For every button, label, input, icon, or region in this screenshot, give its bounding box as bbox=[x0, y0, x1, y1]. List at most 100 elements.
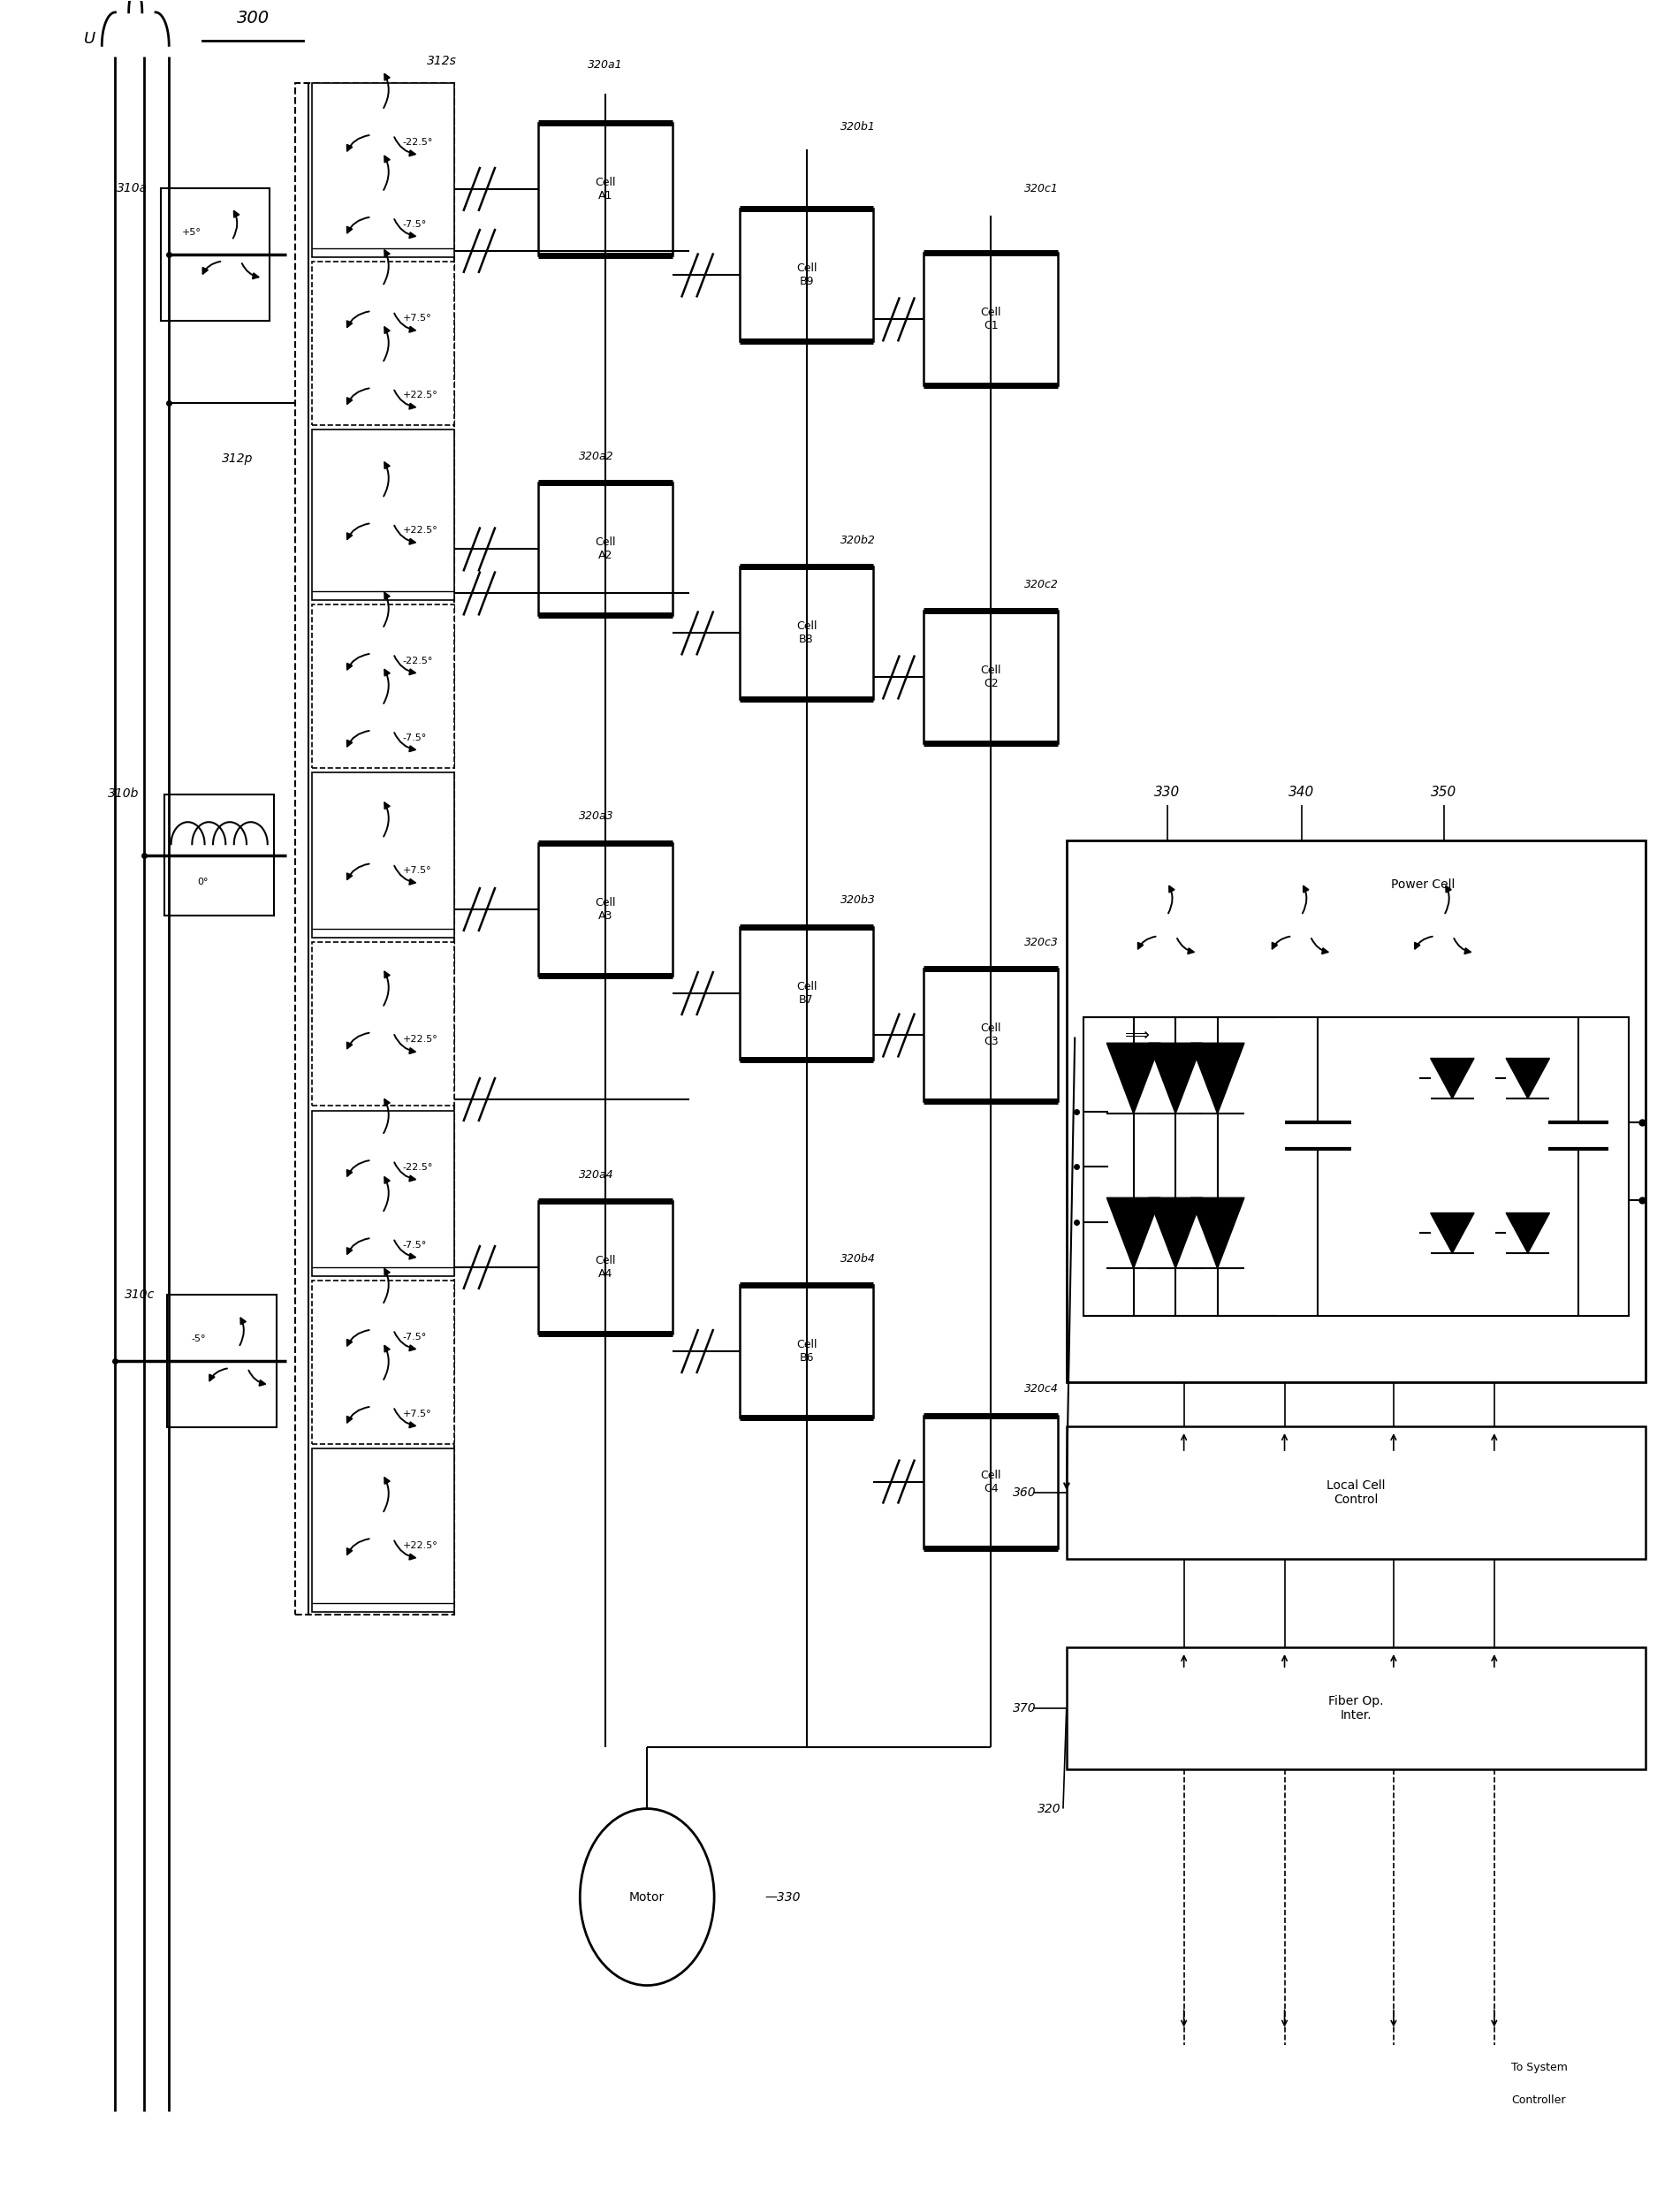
Text: To System: To System bbox=[1510, 2062, 1567, 2073]
Polygon shape bbox=[1107, 1197, 1161, 1267]
Text: Cell
C2: Cell C2 bbox=[981, 666, 1001, 690]
Bar bbox=[165, 794, 274, 916]
Text: 0°: 0° bbox=[197, 878, 208, 887]
Text: 320a1: 320a1 bbox=[588, 60, 623, 71]
Bar bbox=[924, 252, 1058, 385]
Text: +7.5°: +7.5° bbox=[403, 1409, 432, 1418]
Polygon shape bbox=[1505, 1212, 1549, 1254]
Bar bbox=[924, 611, 1058, 743]
Text: 370: 370 bbox=[1013, 1701, 1037, 1714]
Text: 312p: 312p bbox=[222, 453, 254, 465]
Bar bbox=[538, 122, 672, 254]
Text: +5°: +5° bbox=[181, 228, 202, 237]
Polygon shape bbox=[1505, 1057, 1549, 1099]
Text: -7.5°: -7.5° bbox=[403, 1241, 427, 1250]
Text: -5°: -5° bbox=[192, 1334, 207, 1343]
Text: Cell
B7: Cell B7 bbox=[796, 980, 816, 1006]
Text: 300: 300 bbox=[237, 11, 269, 27]
Text: Motor: Motor bbox=[630, 1891, 665, 1902]
Text: 320: 320 bbox=[1038, 1803, 1062, 1814]
Bar bbox=[311, 84, 454, 257]
Bar bbox=[168, 1294, 276, 1427]
Text: +22.5°: +22.5° bbox=[403, 526, 438, 535]
Text: 320c1: 320c1 bbox=[1025, 184, 1058, 195]
Text: Cell
A1: Cell A1 bbox=[595, 177, 615, 201]
Text: 320b3: 320b3 bbox=[840, 896, 875, 907]
Text: 340: 340 bbox=[1289, 785, 1314, 799]
Bar bbox=[1067, 1427, 1645, 1559]
Text: 320c4: 320c4 bbox=[1025, 1382, 1058, 1394]
Text: +22.5°: +22.5° bbox=[403, 1035, 438, 1044]
Bar bbox=[311, 429, 454, 599]
Polygon shape bbox=[1149, 1197, 1203, 1267]
Text: Cell
A2: Cell A2 bbox=[595, 538, 615, 562]
Text: Cell
B6: Cell B6 bbox=[796, 1338, 816, 1363]
Bar bbox=[311, 604, 454, 768]
Text: 320c2: 320c2 bbox=[1025, 580, 1058, 591]
Polygon shape bbox=[1430, 1212, 1473, 1254]
Text: +22.5°: +22.5° bbox=[403, 1542, 438, 1551]
Bar bbox=[1067, 841, 1645, 1382]
Bar bbox=[739, 566, 874, 699]
Text: 350: 350 bbox=[1431, 785, 1457, 799]
Bar bbox=[311, 1449, 454, 1613]
Bar bbox=[311, 1281, 454, 1444]
Text: Cell
A4: Cell A4 bbox=[595, 1254, 615, 1281]
Text: -22.5°: -22.5° bbox=[403, 1164, 433, 1172]
Text: —330: —330 bbox=[764, 1891, 800, 1902]
Text: -7.5°: -7.5° bbox=[403, 1332, 427, 1340]
Text: -7.5°: -7.5° bbox=[403, 732, 427, 741]
Text: 320c3: 320c3 bbox=[1025, 936, 1058, 949]
Text: Cell
C1: Cell C1 bbox=[981, 307, 1001, 332]
Text: -22.5°: -22.5° bbox=[403, 657, 433, 666]
Text: 310a: 310a bbox=[118, 181, 148, 195]
Polygon shape bbox=[1149, 1044, 1203, 1113]
Text: Fiber Op.
Inter.: Fiber Op. Inter. bbox=[1329, 1694, 1383, 1721]
Bar bbox=[739, 927, 874, 1060]
Text: Local Cell
Control: Local Cell Control bbox=[1327, 1480, 1386, 1506]
Bar bbox=[739, 208, 874, 341]
Text: 330: 330 bbox=[1154, 785, 1179, 799]
Bar bbox=[311, 1110, 454, 1276]
Text: +22.5°: +22.5° bbox=[403, 392, 438, 400]
Text: -7.5°: -7.5° bbox=[403, 219, 427, 228]
Text: 320b4: 320b4 bbox=[840, 1252, 875, 1265]
Text: +7.5°: +7.5° bbox=[403, 867, 432, 876]
Bar bbox=[311, 261, 454, 425]
Text: 320b1: 320b1 bbox=[840, 122, 875, 133]
Text: +7.5°: +7.5° bbox=[403, 314, 432, 323]
Bar bbox=[924, 969, 1058, 1102]
Bar bbox=[538, 482, 672, 615]
Polygon shape bbox=[1191, 1197, 1245, 1267]
Text: Cell
C3: Cell C3 bbox=[981, 1022, 1001, 1048]
Text: 320b2: 320b2 bbox=[840, 535, 875, 546]
Bar bbox=[161, 188, 269, 321]
Bar bbox=[924, 1416, 1058, 1548]
Text: 310b: 310b bbox=[108, 787, 139, 799]
Text: 320a4: 320a4 bbox=[580, 1168, 615, 1181]
Bar bbox=[294, 84, 454, 1615]
Text: ⟹: ⟹ bbox=[1126, 1026, 1149, 1044]
Bar bbox=[1067, 1648, 1645, 1770]
Polygon shape bbox=[1191, 1044, 1245, 1113]
Bar bbox=[1084, 1018, 1628, 1316]
Bar bbox=[538, 1201, 672, 1334]
Text: 320a2: 320a2 bbox=[580, 451, 615, 462]
Text: Controller: Controller bbox=[1510, 2095, 1566, 2106]
Text: Cell
B9: Cell B9 bbox=[796, 263, 816, 288]
Text: 360: 360 bbox=[1013, 1486, 1037, 1500]
Text: -22.5°: -22.5° bbox=[403, 137, 433, 146]
Bar bbox=[311, 772, 454, 938]
Text: U: U bbox=[84, 31, 96, 46]
Bar bbox=[311, 942, 454, 1106]
Text: Cell
C4: Cell C4 bbox=[981, 1469, 1001, 1493]
Bar bbox=[739, 1285, 874, 1418]
Polygon shape bbox=[1430, 1057, 1473, 1099]
Text: 320a3: 320a3 bbox=[580, 812, 615, 823]
Text: 312s: 312s bbox=[427, 55, 457, 66]
Text: 310c: 310c bbox=[124, 1290, 155, 1301]
Polygon shape bbox=[1107, 1044, 1161, 1113]
Text: Cell
A3: Cell A3 bbox=[595, 898, 615, 922]
Text: Power Cell: Power Cell bbox=[1391, 878, 1455, 891]
Bar bbox=[538, 843, 672, 975]
